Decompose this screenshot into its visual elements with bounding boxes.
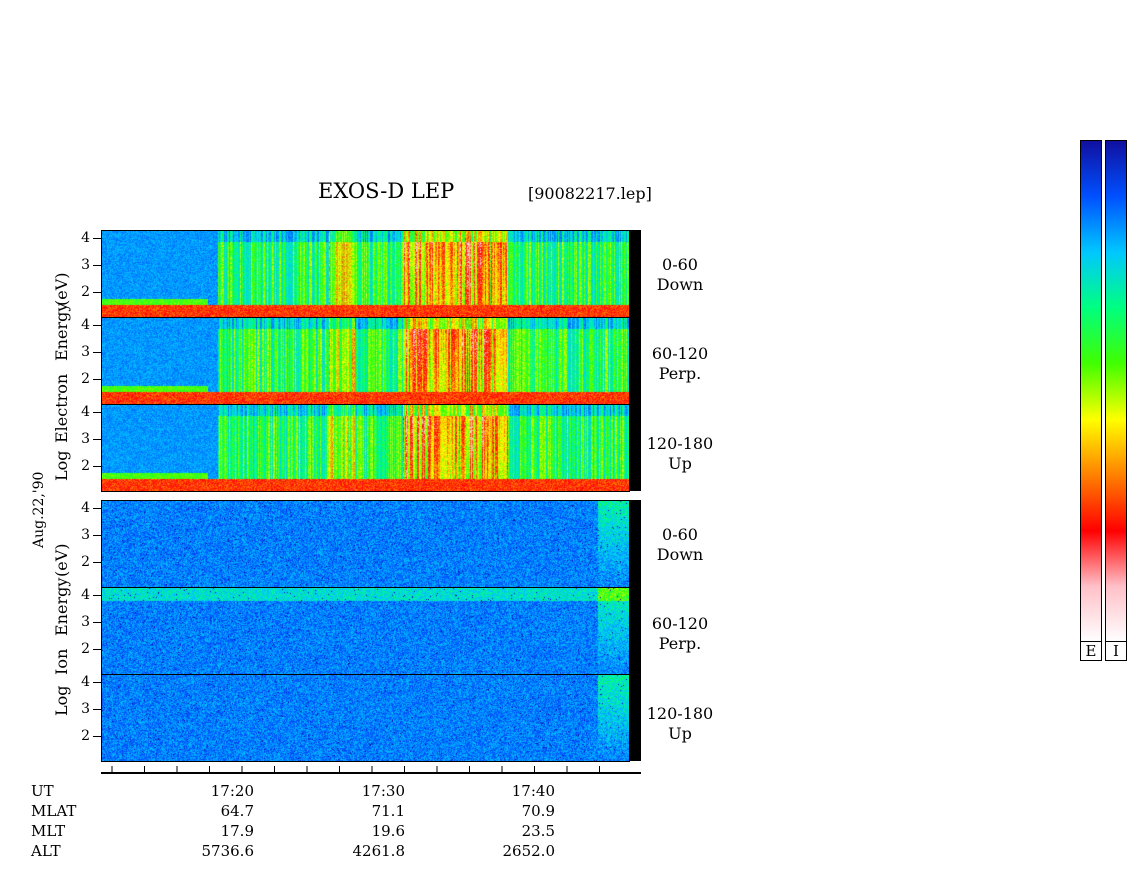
y-tick-label: 2 <box>81 728 90 744</box>
y-tick-label: 2 <box>81 371 90 387</box>
electron-edge-strip <box>629 230 641 491</box>
tick-mlat: 70.9 <box>521 802 555 820</box>
tick-mlat: 71.1 <box>371 802 405 820</box>
ion-edge-strip <box>629 500 641 761</box>
y-tick-label: 3 <box>81 527 90 543</box>
ion-up-spectrogram <box>102 675 629 761</box>
y-tick-mark <box>93 439 101 440</box>
ion-down-spectrogram <box>102 501 629 587</box>
row-label-ut: UT <box>31 782 54 800</box>
row-label-mlat: MLAT <box>31 802 77 820</box>
y-tick-label: 2 <box>81 458 90 474</box>
electron-up-spectrogram <box>102 405 629 491</box>
channel-label: 120-180 Up <box>646 704 714 743</box>
channel-label: 60-120 Perp. <box>651 344 709 383</box>
y-tick-label: 3 <box>81 614 90 630</box>
channel-label: 120-180 Up <box>646 434 714 473</box>
y-tick-mark <box>93 709 101 710</box>
tick-alt: 5736.6 <box>201 842 255 860</box>
y-tick-mark <box>93 292 101 293</box>
tick-ut: 17:40 <box>511 782 555 800</box>
ion-perp-spectrogram <box>102 588 629 674</box>
y-tick-mark <box>93 352 101 353</box>
y-tick-label: 2 <box>81 554 90 570</box>
ion-colorbar <box>1105 140 1127 643</box>
channel-label: 0-60 Down <box>656 255 704 294</box>
tick-mlat: 64.7 <box>220 802 254 820</box>
ion-up-panel <box>101 674 630 762</box>
y-tick-label: 4 <box>81 230 90 246</box>
y-tick-mark <box>93 682 101 683</box>
tick-ut: 17:30 <box>361 782 405 800</box>
ion-down-panel <box>101 500 630 588</box>
y-tick-label: 4 <box>81 674 90 690</box>
y-tick-label: 3 <box>81 257 90 273</box>
y-tick-mark <box>93 562 101 563</box>
y-tick-mark <box>93 622 101 623</box>
y-tick-mark <box>93 412 101 413</box>
tick-mlt: 17.9 <box>220 822 254 840</box>
electron-perp-spectrogram <box>102 318 629 404</box>
channel-label: 0-60 Down <box>656 525 704 564</box>
y-tick-label: 3 <box>81 344 90 360</box>
y-tick-mark <box>93 238 101 239</box>
y-tick-mark <box>93 325 101 326</box>
y-tick-label: 3 <box>81 431 90 447</box>
row-label-alt: ALT <box>31 842 61 860</box>
y-tick-label: 4 <box>81 587 90 603</box>
y-tick-label: 3 <box>81 701 90 717</box>
y-tick-mark <box>93 649 101 650</box>
electron-colorbar-label: E <box>1080 641 1102 661</box>
y-tick-label: 2 <box>81 284 90 300</box>
row-label-mlt: MLT <box>31 822 66 840</box>
y-tick-label: 2 <box>81 641 90 657</box>
y-tick-mark <box>93 379 101 380</box>
y-tick-mark <box>93 466 101 467</box>
electron-down-panel <box>101 230 630 318</box>
electron-perp-panel <box>101 317 630 405</box>
electron-down-spectrogram <box>102 231 629 317</box>
y-tick-mark <box>93 508 101 509</box>
y-tick-mark <box>93 265 101 266</box>
tick-alt: 2652.0 <box>502 842 556 860</box>
y-tick-mark <box>93 595 101 596</box>
ion-colorbar-label: I <box>1105 641 1127 661</box>
channel-label: 60-120 Perp. <box>651 614 709 653</box>
tick-ut: 17:20 <box>210 782 254 800</box>
electron-colorbar <box>1080 140 1102 643</box>
y-tick-label: 4 <box>81 404 90 420</box>
tick-mlt: 19.6 <box>371 822 405 840</box>
y-tick-mark <box>93 535 101 536</box>
tick-alt: 4261.8 <box>352 842 406 860</box>
y-tick-mark <box>93 736 101 737</box>
y-tick-label: 4 <box>81 317 90 333</box>
y-tick-label: 4 <box>81 500 90 516</box>
tick-mlt: 23.5 <box>521 822 555 840</box>
file-name: [90082217.lep] <box>528 184 652 203</box>
chart-title: EXOS-D LEP <box>318 179 455 203</box>
